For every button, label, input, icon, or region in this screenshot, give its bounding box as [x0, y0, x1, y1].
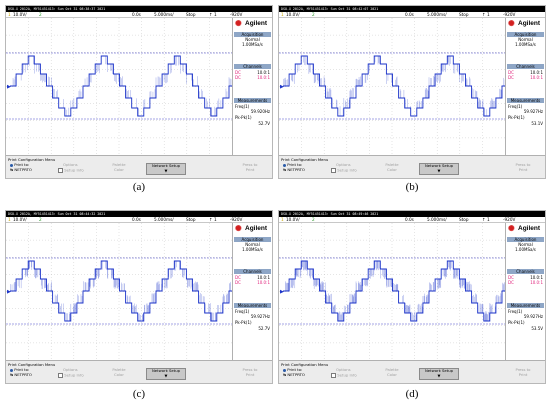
acquisition-rate: 1.00MSa/s: [507, 247, 544, 252]
measurements-header: Measurements: [507, 303, 544, 308]
caption-d: (d): [392, 388, 432, 400]
waveform-display[interactable]: ▶: [279, 223, 506, 360]
info-sidebar: ✺ Agilent Acquisition Normal 1.00MSa/s C…: [506, 18, 545, 155]
waveform-svg: ▶: [6, 223, 232, 360]
print-to-arrow-icon: ↹: [10, 167, 13, 172]
channel-1-waveform: [10, 56, 232, 116]
options-softkey[interactable]: Options Setup Info: [58, 368, 90, 380]
acquisition-rate: 1.00MSa/s: [234, 42, 271, 47]
print-to-softkey[interactable]: Print to: ↹ NETPRTO: [10, 163, 42, 175]
press-to-print-softkey[interactable]: Press to Print: [508, 163, 538, 175]
waveform-svg: ▶: [279, 223, 505, 360]
agilent-logo: ✺ Agilent: [506, 18, 545, 30]
setup-info-checkbox[interactable]: [58, 168, 63, 173]
palette-softkey[interactable]: Palette Color: [106, 368, 132, 380]
caption-b: (b): [392, 181, 432, 193]
network-setup-softkey[interactable]: Network Setup ▼: [419, 368, 459, 380]
channel-ground-marker[interactable]: ▶: [280, 289, 284, 295]
waveform-svg: ▶: [6, 18, 232, 155]
print-to-arrow-icon: ↹: [283, 372, 286, 377]
softkey-bar: Print Configuration Menu Print to: ↹ NET…: [279, 360, 545, 383]
options-softkey[interactable]: Options Setup Info: [331, 368, 363, 380]
channels-header: Channels: [234, 64, 271, 69]
network-arrow-icon: ▼: [438, 373, 441, 378]
channel-ground-marker[interactable]: ▶: [280, 84, 284, 90]
palette-softkey[interactable]: Palette Color: [379, 368, 405, 380]
network-setup-softkey[interactable]: Network Setup ▼: [419, 163, 459, 175]
channels-header: Channels: [507, 269, 544, 274]
network-arrow-icon: ▼: [165, 168, 168, 173]
network-setup-softkey[interactable]: Network Setup ▼: [146, 163, 186, 175]
oscilloscope-panel-a: DSO-X 2012A, MY51451413: Sun Oct 31 08:3…: [5, 5, 273, 179]
agilent-logo: ✺ Agilent: [506, 223, 545, 235]
waveform-display[interactable]: ▶: [6, 18, 233, 155]
palette-softkey[interactable]: Palette Color: [379, 163, 405, 175]
info-sidebar: ✺ Agilent Acquisition Normal 1.00MSa/s C…: [233, 223, 272, 360]
channels-header: Channels: [234, 269, 271, 274]
print-to-arrow-icon: ↹: [283, 167, 286, 172]
agilent-spark-icon: ✺: [508, 18, 515, 30]
print-to-softkey[interactable]: Print to: ↹ NETPRTO: [283, 368, 315, 380]
print-to-softkey[interactable]: Print to: ↹ NETPRTO: [10, 368, 42, 380]
options-softkey[interactable]: Options Setup Info: [331, 163, 363, 175]
setup-info-checkbox[interactable]: [331, 373, 336, 378]
graticule: [6, 223, 232, 360]
oscilloscope-panel-d: DSO-X 2012A, MY51451413: Sun Oct 31 08:4…: [278, 210, 546, 384]
agilent-spark-icon: ✺: [235, 18, 242, 30]
print-to-softkey[interactable]: Print to: ↹ NETPRTO: [283, 163, 315, 175]
caption-a: (a): [119, 181, 159, 193]
setup-info-checkbox[interactable]: [58, 373, 63, 378]
softkey-bar: Print Configuration Menu Print to: ↹ NET…: [6, 360, 272, 383]
channels-header: Channels: [507, 64, 544, 69]
oscilloscope-panel-c: DSO-X 2012A, MY51451413: Sun Oct 31 08:4…: [5, 210, 273, 384]
info-sidebar: ✺ Agilent Acquisition Normal 1.00MSa/s C…: [506, 223, 545, 360]
channel-1-waveform: [10, 261, 232, 321]
acquisition-rate: 1.00MSa/s: [234, 247, 271, 252]
measurements-header: Measurements: [507, 98, 544, 103]
channel-1-waveform: [283, 261, 505, 321]
softkey-bar: Print Configuration Menu Print to: ↹ NET…: [279, 155, 545, 178]
palette-softkey[interactable]: Palette Color: [106, 163, 132, 175]
press-to-print-softkey[interactable]: Press to Print: [508, 368, 538, 380]
waveform-display[interactable]: ▶: [6, 223, 233, 360]
press-to-print-softkey[interactable]: Press to Print: [235, 163, 265, 175]
graticule: [279, 223, 505, 360]
measurements-header: Measurements: [234, 303, 271, 308]
agilent-spark-icon: ✺: [508, 223, 515, 235]
network-arrow-icon: ▼: [165, 373, 168, 378]
agilent-logo: ✺ Agilent: [233, 223, 272, 235]
measurements-header: Measurements: [234, 98, 271, 103]
agilent-spark-icon: ✺: [235, 223, 242, 235]
graticule: [279, 18, 505, 155]
options-softkey[interactable]: Options Setup Info: [58, 163, 90, 175]
press-to-print-softkey[interactable]: Press to Print: [235, 368, 265, 380]
network-setup-softkey[interactable]: Network Setup ▼: [146, 368, 186, 380]
print-to-arrow-icon: ↹: [10, 372, 13, 377]
softkey-bar: Print Configuration Menu Print to: ↹ NET…: [6, 155, 272, 178]
setup-info-checkbox[interactable]: [331, 168, 336, 173]
acquisition-rate: 1.00MSa/s: [507, 42, 544, 47]
channel-1-waveform: [283, 56, 505, 116]
info-sidebar: ✺ Agilent Acquisition Normal 1.00MSa/s C…: [233, 18, 272, 155]
graticule: [6, 18, 232, 155]
network-arrow-icon: ▼: [438, 168, 441, 173]
oscilloscope-panel-b: DSO-X 2012A, MY51451413: Sun Oct 31 08:4…: [278, 5, 546, 179]
waveform-display[interactable]: ▶: [279, 18, 506, 155]
caption-c: (c): [119, 388, 159, 400]
channel-ground-marker[interactable]: ▶: [7, 84, 11, 90]
agilent-logo: ✺ Agilent: [233, 18, 272, 30]
waveform-svg: ▶: [279, 18, 505, 155]
